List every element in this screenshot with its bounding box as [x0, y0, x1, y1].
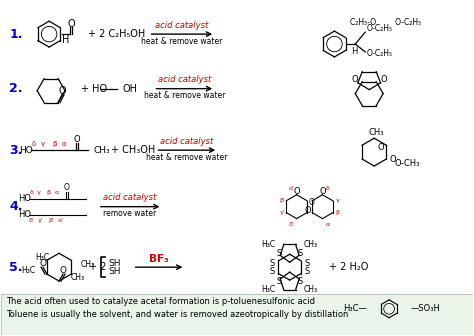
Text: acid catalyst: acid catalyst	[103, 193, 156, 202]
Text: CH₃: CH₃	[304, 286, 318, 294]
Text: α': α'	[58, 218, 64, 223]
Text: 3.: 3.	[9, 144, 23, 157]
Text: CH₃: CH₃	[94, 145, 110, 155]
Text: O: O	[73, 135, 80, 144]
Text: α: α	[326, 222, 329, 227]
Text: S: S	[305, 259, 310, 268]
Text: γ': γ'	[37, 218, 43, 223]
Text: + 2 H₂O: + 2 H₂O	[329, 262, 369, 272]
Text: δ: δ	[326, 186, 329, 191]
Text: O: O	[60, 266, 66, 275]
Text: S: S	[276, 277, 282, 286]
Text: α': α'	[289, 186, 295, 191]
Text: H₃C: H₃C	[262, 240, 276, 249]
Text: acid catalyst: acid catalyst	[158, 75, 211, 84]
Text: —SO₃H: —SO₃H	[411, 304, 441, 313]
Text: O: O	[389, 155, 396, 164]
Text: H₃C: H₃C	[262, 286, 276, 294]
Text: β: β	[46, 190, 50, 195]
Text: H: H	[351, 47, 357, 56]
Text: 5.: 5.	[9, 261, 23, 274]
Text: acid catalyst: acid catalyst	[160, 137, 213, 146]
Text: O: O	[64, 183, 70, 192]
Text: H₃C: H₃C	[21, 266, 35, 275]
Text: β: β	[336, 210, 339, 215]
Text: HO: HO	[18, 210, 31, 219]
Text: O: O	[380, 75, 387, 84]
Text: O-CH₃: O-CH₃	[394, 159, 419, 168]
Text: O: O	[67, 19, 75, 29]
Text: H₃C—: H₃C—	[343, 304, 367, 313]
Text: heat & remove water: heat & remove water	[141, 37, 222, 46]
Text: SH: SH	[109, 267, 121, 276]
Text: γ: γ	[37, 190, 41, 195]
Text: γ': γ'	[280, 210, 285, 215]
Bar	[1, 294, 473, 335]
Text: β': β'	[48, 218, 54, 223]
Text: δ: δ	[29, 190, 33, 195]
Text: 4.: 4.	[9, 200, 23, 213]
Text: The acid often used to catalyze acetal formation is p-toluenesulfonic acid: The acid often used to catalyze acetal f…	[6, 297, 315, 306]
Text: + 2: + 2	[89, 262, 106, 272]
Text: δ': δ'	[289, 222, 294, 227]
Text: δ': δ'	[28, 218, 34, 223]
Text: + HO: + HO	[81, 84, 107, 94]
Text: γ: γ	[41, 141, 45, 147]
Text: C₂H₅-O        O-C₂H₅: C₂H₅-O O-C₂H₅	[350, 18, 421, 27]
Text: heat & remove water: heat & remove water	[144, 91, 225, 100]
Text: 2.: 2.	[9, 82, 23, 95]
Text: H: H	[62, 35, 70, 45]
Text: CH₃: CH₃	[71, 272, 85, 282]
Text: S: S	[298, 277, 303, 286]
Text: Toluene is usually the solvent, and water is removed azeotropically by distillat: Toluene is usually the solvent, and wate…	[6, 310, 349, 319]
Text: SH: SH	[109, 259, 121, 268]
Text: 1.: 1.	[9, 28, 23, 41]
Text: α: α	[62, 141, 66, 147]
Text: S: S	[276, 249, 282, 258]
Text: δ: δ	[32, 141, 36, 147]
Text: O: O	[304, 206, 311, 215]
Text: S: S	[269, 267, 274, 276]
Text: H₃C: H₃C	[35, 253, 49, 262]
Text: S: S	[298, 249, 303, 258]
Text: HO: HO	[18, 194, 31, 203]
Text: + CH₃OH: + CH₃OH	[111, 145, 155, 155]
Text: O: O	[378, 143, 384, 152]
Text: CH₃: CH₃	[81, 260, 95, 269]
Text: O: O	[309, 198, 314, 207]
Text: + 2 C₂H₅OH: + 2 C₂H₅OH	[88, 29, 145, 39]
Text: S: S	[305, 267, 310, 276]
Text: BF₃: BF₃	[148, 254, 168, 264]
Text: α: α	[55, 190, 59, 195]
Text: HO: HO	[19, 145, 33, 155]
Text: β': β'	[280, 198, 286, 203]
Text: remove water: remove water	[103, 209, 156, 218]
Text: S: S	[269, 259, 274, 268]
Text: heat & remove water: heat & remove water	[146, 153, 227, 162]
Text: O-C₂H₅: O-C₂H₅	[366, 24, 392, 33]
Text: acid catalyst: acid catalyst	[155, 21, 208, 30]
Text: CH₃: CH₃	[368, 128, 384, 137]
Text: OH: OH	[123, 84, 137, 94]
Text: γ: γ	[336, 198, 339, 203]
Text: O-C₂H₅: O-C₂H₅	[366, 49, 392, 58]
Text: O: O	[352, 75, 358, 84]
Text: O: O	[39, 259, 46, 268]
Text: O: O	[58, 86, 66, 96]
Text: CH₃: CH₃	[304, 240, 318, 249]
Text: β: β	[52, 141, 56, 147]
Text: O: O	[293, 187, 300, 196]
Text: O: O	[319, 187, 326, 196]
